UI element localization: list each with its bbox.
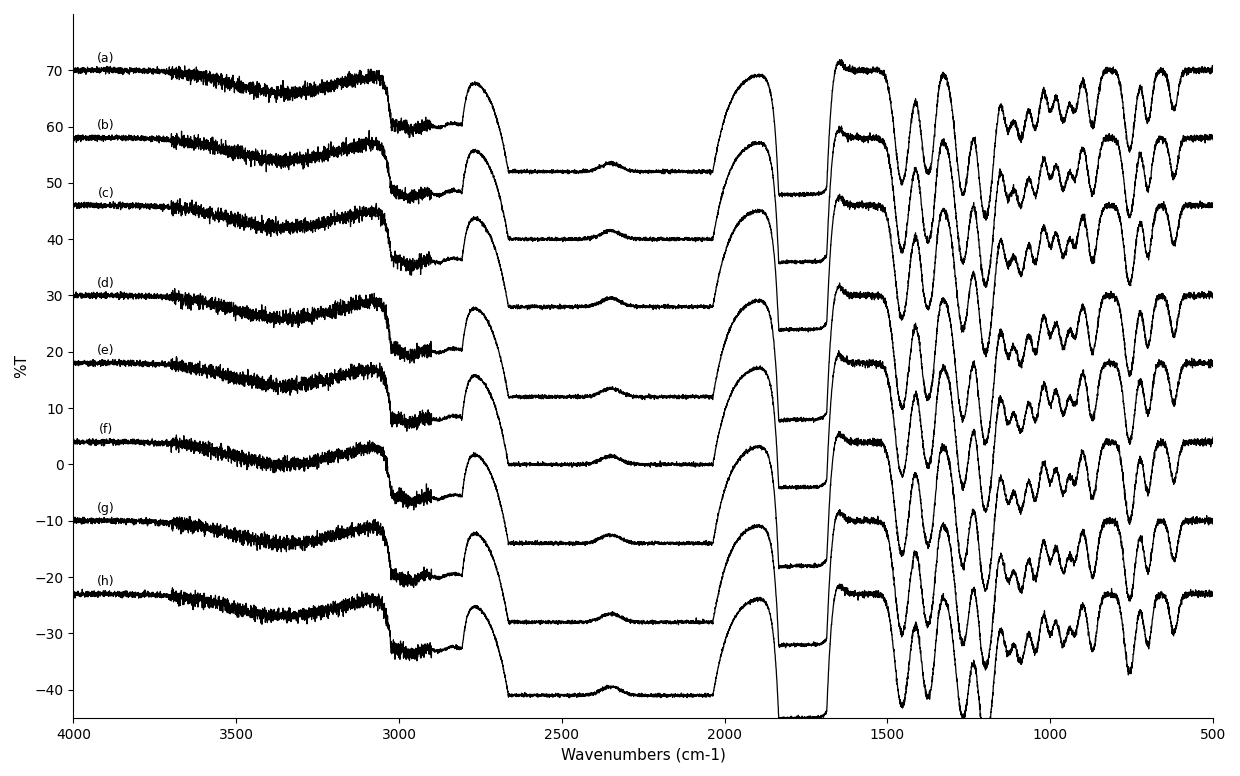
Y-axis label: %T: %T bbox=[14, 354, 29, 378]
Text: (a): (a) bbox=[97, 51, 115, 64]
Text: (f): (f) bbox=[99, 423, 113, 436]
Text: (d): (d) bbox=[97, 277, 115, 289]
Text: (e): (e) bbox=[97, 345, 115, 358]
Text: (h): (h) bbox=[97, 575, 115, 588]
Text: (c): (c) bbox=[98, 187, 114, 199]
Text: (b): (b) bbox=[97, 120, 115, 132]
Text: (g): (g) bbox=[97, 502, 115, 515]
X-axis label: Wavenumbers (cm-1): Wavenumbers (cm-1) bbox=[560, 747, 725, 762]
